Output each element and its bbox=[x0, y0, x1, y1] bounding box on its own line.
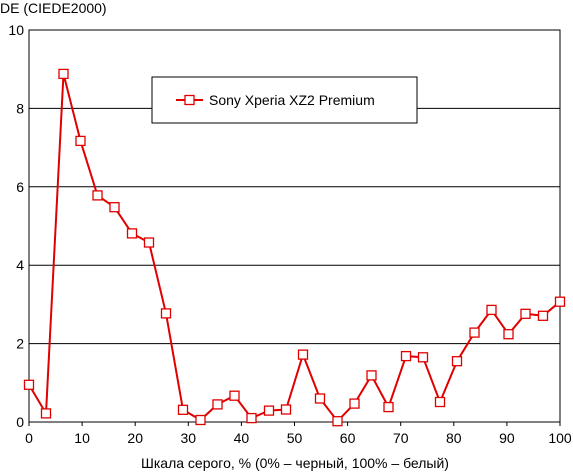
x-tick-label: 30 bbox=[181, 430, 197, 446]
legend-swatch-marker bbox=[184, 94, 195, 106]
data-point bbox=[40, 408, 52, 419]
y-axis-ticks: 0 2 4 6 8 10 bbox=[8, 22, 24, 430]
data-point bbox=[126, 228, 138, 239]
data-point bbox=[177, 404, 189, 415]
data-point bbox=[23, 379, 35, 390]
x-tick-label: 100 bbox=[548, 430, 572, 446]
legend: Sony Xperia XZ2 Premium bbox=[151, 76, 418, 124]
series-line bbox=[28, 72, 561, 423]
x-axis-ticks: 0 10 20 30 40 50 60 70 80 90 100 bbox=[25, 422, 572, 446]
gridlines bbox=[29, 107, 560, 345]
data-point bbox=[537, 310, 549, 321]
data-point bbox=[195, 414, 206, 426]
x-tick-label: 50 bbox=[287, 430, 303, 446]
x-tick-label: 70 bbox=[393, 430, 409, 446]
data-point bbox=[366, 370, 377, 381]
data-point bbox=[75, 135, 86, 147]
x-tick-label: 10 bbox=[74, 430, 90, 446]
y-axis-title: DE (CIEDE2000) bbox=[0, 0, 107, 16]
x-tick-label: 40 bbox=[234, 430, 250, 446]
data-point bbox=[160, 308, 172, 319]
data-point bbox=[263, 405, 275, 416]
data-point bbox=[417, 352, 429, 363]
y-tick-label: 4 bbox=[16, 257, 24, 273]
data-point bbox=[503, 329, 514, 340]
y-tick-label: 10 bbox=[8, 22, 24, 38]
series-group bbox=[23, 68, 566, 427]
data-point bbox=[469, 327, 480, 338]
data-point bbox=[246, 412, 257, 424]
data-point bbox=[520, 308, 531, 319]
data-point bbox=[554, 296, 566, 307]
y-tick-label: 2 bbox=[16, 336, 24, 352]
data-point bbox=[109, 202, 120, 213]
x-axis-title: Шкала серого, % (0% – черный, 100% – бел… bbox=[141, 455, 449, 471]
data-point bbox=[383, 401, 394, 413]
data-point bbox=[349, 398, 360, 409]
data-point bbox=[400, 350, 412, 362]
data-point bbox=[143, 237, 155, 248]
y-tick-label: 6 bbox=[16, 179, 24, 195]
data-point bbox=[314, 393, 326, 404]
data-point bbox=[229, 390, 240, 401]
data-point bbox=[212, 399, 223, 410]
y-tick-label: 8 bbox=[16, 100, 24, 116]
x-tick-label: 80 bbox=[446, 430, 462, 446]
x-tick-label: 90 bbox=[499, 430, 515, 446]
x-tick-label: 20 bbox=[127, 430, 143, 446]
data-point bbox=[58, 68, 69, 80]
x-tick-label: 0 bbox=[25, 430, 33, 446]
data-point bbox=[486, 304, 497, 316]
data-point bbox=[297, 349, 309, 360]
y-tick-label: 0 bbox=[16, 414, 24, 430]
x-tick-label: 60 bbox=[340, 430, 356, 446]
data-point bbox=[92, 190, 103, 201]
data-point bbox=[332, 416, 343, 427]
data-point bbox=[451, 356, 463, 367]
data-point bbox=[280, 404, 292, 415]
data-point bbox=[434, 396, 446, 408]
legend-label: Sony Xperia XZ2 Premium bbox=[209, 92, 375, 108]
